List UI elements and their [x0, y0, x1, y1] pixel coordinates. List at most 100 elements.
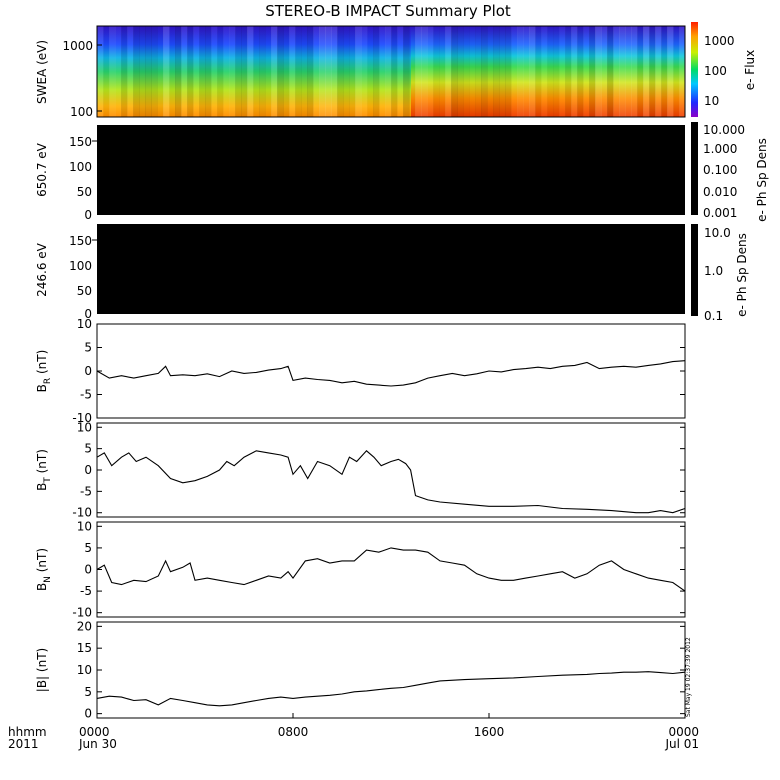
swea-stripe — [271, 26, 278, 117]
bn-ytick-label: -5 — [80, 584, 92, 598]
time-axis-year: 2011 — [8, 737, 39, 751]
swea-stripe — [193, 26, 200, 117]
br-ytick-label: -5 — [80, 388, 92, 402]
swea-stripe — [355, 26, 362, 117]
swea-cbar-label-100: 100 — [704, 64, 727, 78]
bn-ytick-label: 5 — [84, 541, 92, 555]
swea-stripe — [523, 26, 530, 117]
bt-panel: 10 5 0 -5 -10 BT (nT) — [35, 420, 686, 520]
swea-stripe — [169, 26, 176, 117]
bt-ytick-label: -5 — [80, 484, 92, 498]
swea-stripe — [625, 26, 632, 117]
swea-stripe — [349, 26, 356, 117]
pa650-cbar-label-1: 1.000 — [703, 142, 737, 156]
pa650-cbar-label-0.01: 0.010 — [703, 185, 737, 199]
br-ytick-label: -10 — [72, 411, 92, 425]
swea-ylabel: SWEA (eV) — [35, 40, 49, 104]
swea-stripe — [541, 26, 548, 117]
swea-stripe — [613, 26, 620, 117]
plot-title: STEREO-B IMPACT Summary Plot — [265, 2, 511, 20]
swea-stripe — [289, 26, 296, 117]
swea-stripe — [505, 26, 512, 117]
swea-stripe — [469, 26, 476, 117]
swea-stripe — [151, 26, 158, 117]
bmag-ytick-label: 20 — [77, 619, 92, 633]
swea-stripe — [175, 26, 182, 117]
time-tick-label: 1600 — [474, 725, 505, 739]
bn-panel: 10 5 0 -5 -10 BN (nT) — [35, 519, 686, 620]
bmag-ytick-label: 5 — [84, 685, 92, 699]
br-ytick-label: 0 — [84, 364, 92, 378]
pa246-colorbar — [691, 224, 698, 316]
pa246-ytick-label-50: 50 — [77, 284, 92, 298]
pa650-cbar-label-0.001: 0.001 — [703, 206, 737, 220]
swea-stripe — [499, 26, 506, 117]
time-tick-date: Jul 01 — [664, 737, 699, 751]
swea-stripe — [403, 26, 410, 117]
swea-stripe — [559, 26, 566, 117]
swea-stripe — [241, 26, 248, 117]
swea-stripe — [433, 26, 440, 117]
swea-stripe — [637, 26, 644, 117]
swea-stripe — [565, 26, 572, 117]
bt-ytick-label: -10 — [72, 506, 92, 520]
swea-cbar-label-10: 10 — [704, 94, 719, 108]
bmag-ylabel: |B| (nT) — [35, 648, 49, 692]
pa650-ylabel: 650.7 eV — [35, 142, 49, 197]
swea-stripe — [457, 26, 464, 117]
bmag-ytick-label: 10 — [77, 663, 92, 677]
bn-series-line — [96, 547, 686, 592]
swea-stripe — [535, 26, 542, 117]
swea-ytick-label-100: 100 — [70, 105, 93, 119]
magnetic-field-panels: 10 5 0 -5 -10 BR (nT) 10 5 0 -5 -10 BT (nT) 10 5 0 -5 -1… — [35, 317, 686, 721]
swea-stripe — [577, 26, 584, 117]
swea-stripe — [553, 26, 560, 117]
pa650-ytick-label-0: 0 — [84, 208, 92, 222]
bt-ytick-label: 10 — [77, 420, 92, 434]
pa650-colorbar — [691, 122, 698, 215]
br-ytick-label: 5 — [84, 341, 92, 355]
swea-stripe — [235, 26, 242, 117]
swea-stripe — [223, 26, 230, 117]
swea-stripe — [667, 26, 674, 117]
swea-stripe — [211, 26, 218, 117]
br-ylabel: BR (nT) — [35, 350, 53, 393]
swea-stripe — [265, 26, 272, 117]
swea-stripe — [109, 26, 116, 117]
swea-stripe — [511, 26, 518, 117]
bt-ytick-label: 5 — [84, 442, 92, 456]
swea-stripe — [481, 26, 488, 117]
swea-stripe — [391, 26, 398, 117]
swea-stripe — [649, 26, 656, 117]
swea-stripe — [439, 26, 446, 117]
swea-stripe — [295, 26, 302, 117]
pa246-heatmap — [97, 224, 685, 314]
swea-stripe — [283, 26, 290, 117]
swea-stripe — [589, 26, 596, 117]
swea-stripe — [253, 26, 260, 117]
swea-stripe — [409, 26, 416, 117]
pa650-ytick-label-150: 150 — [69, 135, 92, 149]
swea-stripe — [139, 26, 146, 117]
swea-stripe — [115, 26, 122, 117]
swea-stripe — [601, 26, 608, 117]
swea-stripe — [217, 26, 224, 117]
pa650-ytick-label-50: 50 — [77, 185, 92, 199]
swea-stripe — [97, 26, 104, 117]
br-series-line — [96, 360, 686, 387]
pa650-cbar-label-0.1: 0.100 — [703, 163, 737, 177]
swea-stripe — [415, 26, 422, 117]
pa246-panel: 246.6 eV 150 100 50 0 10.0 1.0 0.1 e- Ph… — [35, 224, 749, 323]
swea-stripe — [133, 26, 140, 117]
swea-stripe — [247, 26, 254, 117]
pa246-cbar-label-1: 1.0 — [704, 264, 723, 278]
swea-heatmap-texture — [97, 26, 686, 117]
br-ytick-label: 10 — [77, 317, 92, 331]
swea-stripe — [397, 26, 404, 117]
swea-stripe — [205, 26, 212, 117]
swea-stripe — [103, 26, 110, 117]
bmag-panel: 20 15 10 5 0 |B| (nT) — [35, 619, 686, 721]
swea-stripe — [493, 26, 500, 117]
swea-stripe — [463, 26, 470, 117]
